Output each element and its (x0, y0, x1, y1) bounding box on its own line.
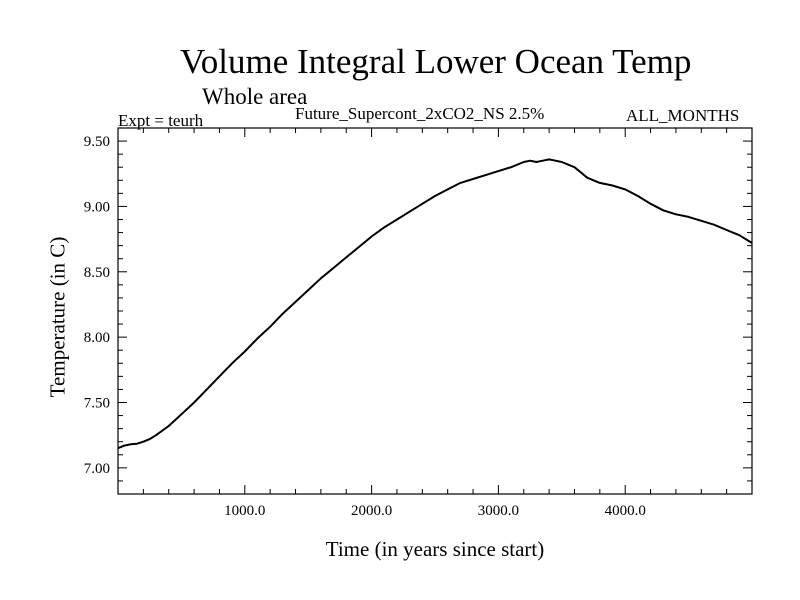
y-tick-label: 9.00 (84, 199, 110, 215)
x-tick-label: 4000.0 (605, 503, 646, 519)
x-tick-label: 2000.0 (351, 503, 392, 519)
y-tick-label: 7.50 (84, 396, 110, 412)
run-name-label: Future_Supercont_2xCO2_NS 2.5% (295, 104, 545, 123)
plot-frame (117, 127, 753, 495)
months-label: ALL_MONTHS (626, 106, 740, 125)
series-line-0 (117, 158, 753, 450)
axis-tick-labels: 1000.0 2000.0 3000.0 4000.0 7.00 7.50 8.00 8.50… (84, 134, 646, 519)
x-tick-label: 1000.0 (224, 503, 265, 519)
x-axis-label: Time (in years since start) (325, 537, 545, 561)
y-tick-label: 8.00 (84, 330, 110, 346)
series-group (117, 158, 753, 450)
y-tick-label: 9.50 (84, 134, 110, 150)
x-tick-label: 3000.0 (478, 503, 519, 519)
experiment-label: Expt = teurh (118, 111, 204, 130)
y-tick-label: 7.00 (84, 461, 110, 477)
chart-subtitle: Whole area (202, 84, 308, 109)
y-tick-label: 8.50 (84, 265, 110, 281)
chart-title: Volume Integral Lower Ocean Temp (180, 42, 692, 81)
axis-ticks (118, 128, 752, 494)
